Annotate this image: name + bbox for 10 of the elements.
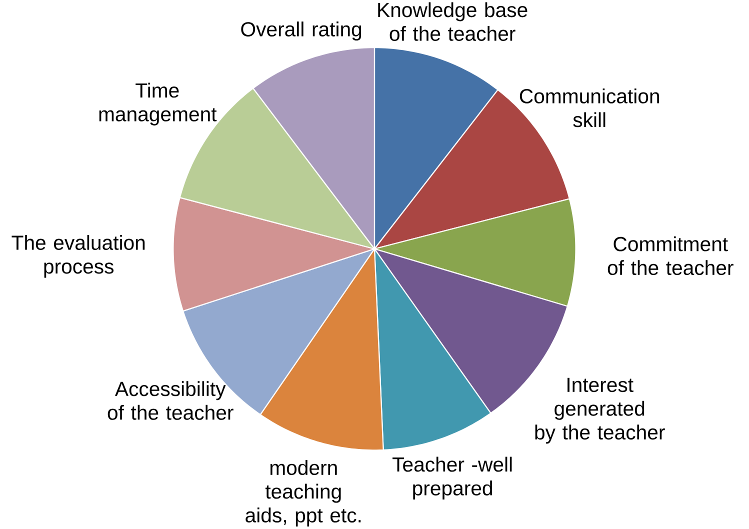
slice-label: The evaluation process: [12, 235, 145, 278]
slice-label: Commitment of the teacher: [608, 236, 734, 276]
slice-label: Interest generated by the teacher: [535, 378, 665, 444]
slice-label: Time management: [99, 82, 217, 126]
slice-label: Teacher -well prepared: [392, 456, 512, 500]
slice-label: modern teaching aids, ppt etc.: [246, 460, 361, 527]
slice-label: Accessibility of the teacher: [108, 381, 234, 420]
slice-label: Communication skill: [520, 88, 659, 128]
slice-label: Overall rating: [241, 22, 362, 41]
slice-label: Knowledge base of the teacher: [378, 2, 528, 42]
